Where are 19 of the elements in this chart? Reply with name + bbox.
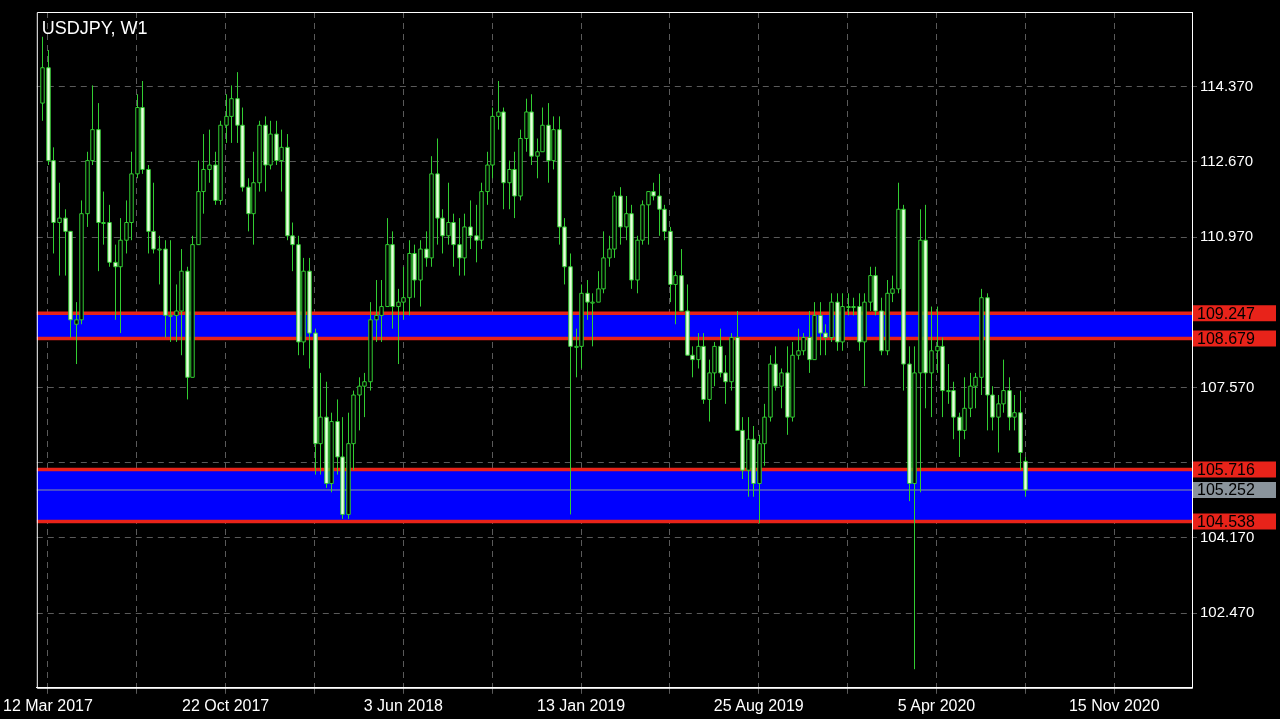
y-tick-label: 107.570 [1200, 377, 1255, 395]
ref-line-label: 105.716 [1197, 460, 1255, 478]
y-tick-label: 102.470 [1200, 603, 1255, 621]
chart-title: USDJPY, W1 [41, 17, 148, 38]
ref-line-label: 105.252 [1197, 481, 1255, 499]
y-tick-label: 112.670 [1200, 152, 1254, 170]
x-tick-label: 12 Mar 2017 [3, 696, 93, 714]
y-tick-label: 104.170 [1200, 528, 1255, 546]
y-tick-label: 114.370 [1200, 76, 1254, 94]
x-tick-label: 5 Apr 2020 [897, 696, 976, 714]
x-tick-label: 15 Nov 2020 [1068, 696, 1160, 714]
ref-line-label: 104.538 [1197, 513, 1255, 530]
x-tick-label: 22 Oct 2017 [182, 696, 270, 714]
ref-line-label: 108.679 [1197, 329, 1255, 347]
x-tick-label: 25 Aug 2019 [713, 696, 804, 714]
x-tick-label: 3 Jun 2018 [363, 696, 444, 714]
y-tick-label: 110.970 [1200, 227, 1254, 245]
x-tick-label: 13 Jan 2019 [537, 696, 626, 714]
ref-line-label: 109.247 [1197, 304, 1255, 322]
